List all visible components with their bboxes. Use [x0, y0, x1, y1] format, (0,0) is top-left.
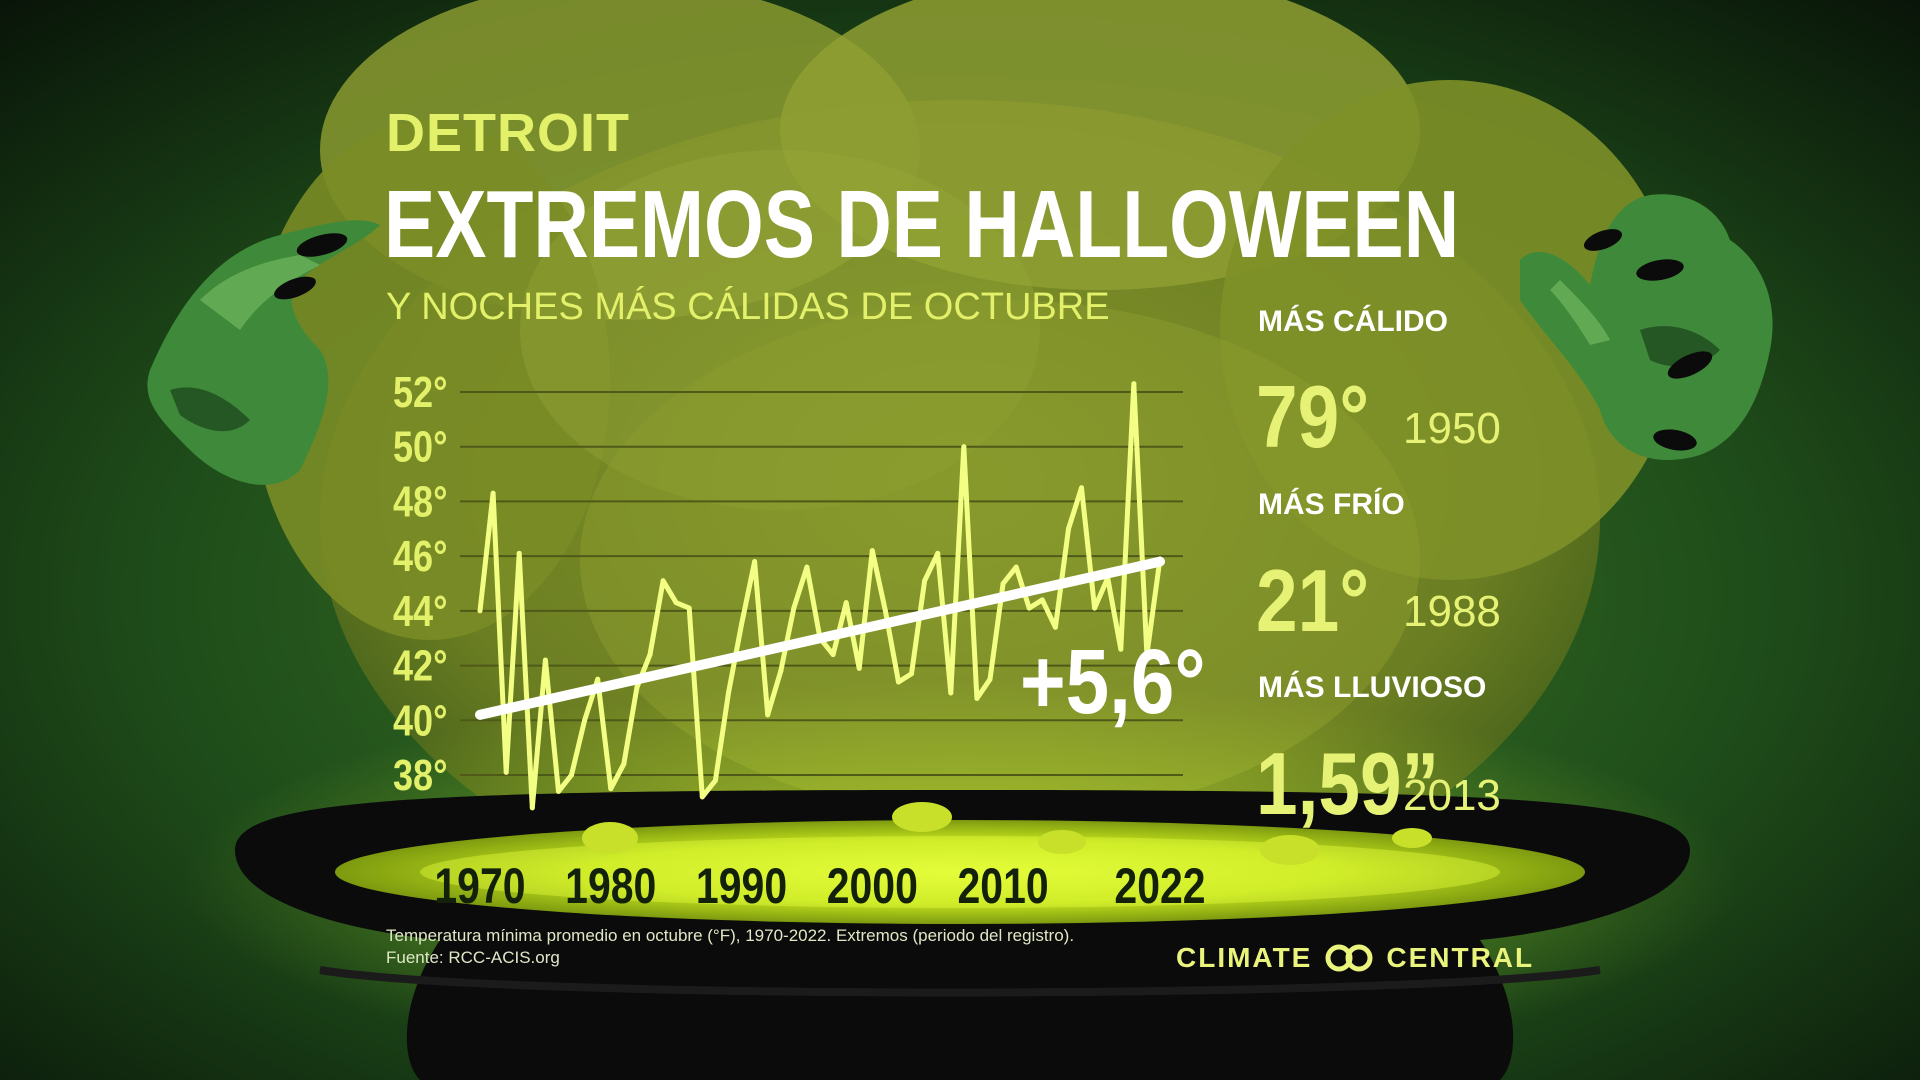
x-tick-label: 1980 — [565, 858, 656, 914]
x-tick-label: 1970 — [434, 858, 525, 914]
x-axis-tick-labels: 1970 1980 1990 2000 2010 2022 — [434, 858, 1205, 914]
wettest-label: MÁS LLUVIOSO — [1258, 671, 1487, 704]
data-point — [935, 550, 941, 556]
data-point — [1052, 624, 1058, 630]
data-point — [1131, 381, 1137, 387]
footnote-description: Temperatura mínima promedio en octubre (… — [386, 926, 1075, 945]
data-point — [1144, 652, 1150, 658]
y-tick-label: 46° — [393, 532, 448, 581]
data-point — [961, 444, 967, 450]
y-tick-label: 40° — [393, 696, 448, 745]
data-point — [856, 665, 862, 671]
data-point — [542, 657, 548, 663]
data-point — [647, 652, 653, 658]
brand-word-right: CENTRAL — [1386, 942, 1535, 973]
data-point — [843, 600, 849, 606]
warmest-year: 1950 — [1403, 404, 1501, 453]
y-tick-label: 48° — [393, 477, 448, 526]
trend-layer: +5,6° — [475, 556, 1206, 733]
coldest-year: 1988 — [1403, 587, 1501, 636]
data-series — [477, 381, 1163, 811]
data-point — [791, 605, 797, 611]
data-point — [739, 622, 745, 628]
data-point — [569, 772, 575, 778]
data-point — [516, 550, 522, 556]
data-point — [752, 559, 758, 565]
right-monster-hand — [1520, 194, 1773, 460]
data-point — [1039, 597, 1045, 603]
wettest-value: 1,59” — [1256, 734, 1439, 833]
data-point — [1065, 526, 1071, 532]
footnote: Temperatura mínima promedio en octubre (… — [386, 925, 1074, 969]
data-point — [621, 761, 627, 767]
page-title: EXTREMOS DE HALLOWEEN — [384, 171, 1460, 278]
trend-change-label: +5,6° — [1020, 631, 1206, 733]
x-tick-label: 1990 — [696, 858, 787, 914]
page-subtitle: Y NOCHES MÁS CÁLIDAS DE OCTUBRE — [386, 286, 1110, 328]
y-tick-label: 38° — [393, 751, 448, 800]
left-monster-hand — [147, 220, 380, 485]
coldest-value: 21° — [1256, 551, 1370, 650]
y-axis-tick-labels: 38° 40° 42° 44° 46° 48° 50° 52° — [393, 368, 448, 800]
data-point — [895, 679, 901, 685]
data-point — [1026, 605, 1032, 611]
data-point — [1118, 646, 1124, 652]
data-point — [1079, 485, 1085, 491]
data-point — [778, 668, 784, 674]
y-tick-label: 44° — [393, 586, 448, 635]
data-point — [830, 652, 836, 658]
data-point — [725, 690, 731, 696]
x-tick-label: 2010 — [957, 858, 1048, 914]
data-point — [673, 600, 679, 606]
trend-line — [475, 556, 1165, 720]
data-point — [529, 805, 535, 811]
city-name: DETROIT — [386, 103, 630, 163]
data-point — [882, 608, 888, 614]
data-point — [1000, 581, 1006, 586]
data-point — [1092, 605, 1098, 611]
y-tick-label: 42° — [393, 641, 448, 690]
data-point — [634, 684, 640, 690]
data-point — [974, 695, 980, 701]
data-point — [660, 578, 666, 584]
data-point — [686, 605, 692, 611]
data-point — [712, 777, 718, 783]
coldest-label: MÁS FRÍO — [1258, 488, 1405, 521]
y-tick-label: 50° — [393, 422, 448, 471]
brand-word-left: CLIMATE — [1176, 942, 1313, 973]
brand-logo: CLIMATE CENTRAL — [1176, 942, 1534, 974]
data-point — [608, 786, 614, 792]
warmest-label: MÁS CÁLIDO — [1258, 305, 1448, 338]
data-point — [765, 712, 771, 718]
interlocking-rings-icon — [1325, 944, 1373, 972]
data-point — [582, 717, 588, 723]
data-point — [909, 671, 915, 677]
y-tick-label: 52° — [393, 368, 448, 417]
data-point — [699, 794, 705, 800]
data-point — [503, 769, 509, 775]
data-point — [922, 578, 928, 584]
x-tick-label: 2000 — [827, 858, 918, 914]
data-point — [490, 490, 496, 496]
data-point — [595, 676, 601, 682]
data-point — [477, 608, 483, 614]
data-point — [869, 548, 875, 554]
warmest-value: 79° — [1256, 367, 1370, 466]
footnote-source: Fuente: RCC-ACIS.org — [386, 948, 560, 967]
data-point — [987, 676, 993, 682]
data-point — [555, 788, 561, 794]
data-point — [1013, 564, 1019, 570]
wettest-year: 2013 — [1403, 771, 1501, 820]
data-point — [804, 564, 810, 570]
x-tick-label: 2022 — [1114, 858, 1205, 914]
data-point — [948, 690, 954, 696]
